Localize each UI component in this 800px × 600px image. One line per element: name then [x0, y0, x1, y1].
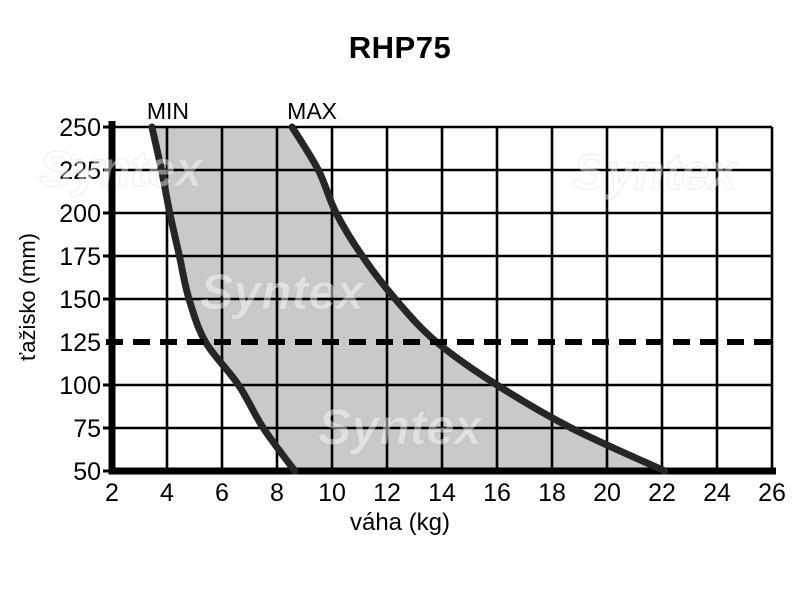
max-curve [288, 123, 669, 475]
x-axis-label: váha (kg) [349, 509, 451, 536]
y-tick-label: 225 [59, 157, 101, 185]
y-tick-labels: 50 75 100 125 150 175 200 225 250 [59, 114, 101, 486]
watermark: Syntex Syntex Syntex Syntex [39, 141, 740, 456]
y-tick-label: 75 [73, 415, 101, 443]
y-tick-label: 200 [59, 200, 101, 228]
y-tick-label: 125 [59, 329, 101, 357]
x-tick-label: 6 [215, 479, 229, 507]
y-axis-label: ťažisko (mm) [15, 232, 40, 362]
y-tick-label: 100 [59, 372, 101, 400]
x-tick-labels: 2 4 6 8 10 12 14 16 18 20 22 24 26 [105, 479, 786, 507]
x-tick-label: 16 [483, 479, 511, 507]
x-tick-label: 8 [270, 479, 284, 507]
x-tick-label: 10 [318, 479, 346, 507]
watermark-text: Syntex [573, 144, 739, 200]
y-tick-label: 175 [59, 243, 101, 271]
watermark-text: Syntex [39, 141, 205, 197]
x-tick-label: 4 [160, 479, 174, 507]
y-tick-label: 150 [59, 286, 101, 314]
min-curve [148, 123, 299, 475]
x-tick-label: 14 [428, 479, 456, 507]
watermark-text: Syntex [318, 399, 484, 455]
x-tick-label: 22 [648, 479, 676, 507]
x-tick-label: 12 [373, 479, 401, 507]
watermark-text: Syntex [200, 264, 366, 320]
y-tick-label: 50 [73, 458, 101, 486]
max-curve-label: MAX [287, 98, 337, 124]
chart-title: RHP75 [348, 30, 452, 65]
y-tick-label: 250 [59, 114, 101, 142]
x-tick-label: 24 [703, 479, 731, 507]
x-tick-label: 2 [105, 479, 119, 507]
x-tick-label: 20 [593, 479, 621, 507]
x-tick-label: 26 [758, 479, 786, 507]
x-tick-label: 18 [538, 479, 566, 507]
min-curve-label: MIN [147, 98, 189, 124]
